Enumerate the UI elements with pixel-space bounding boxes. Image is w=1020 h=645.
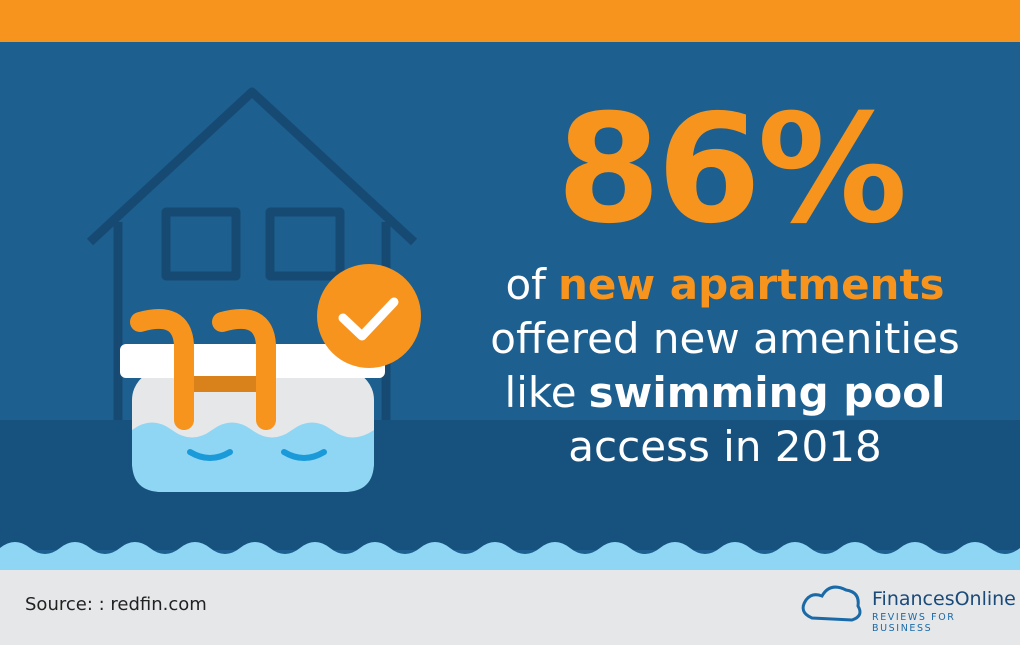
text-segment: access in 2018 [568,422,882,471]
text-segment: like [504,368,577,417]
text-line: like swimming pool [440,366,1010,420]
text-line: offered new amenities [440,312,1010,366]
pool [120,264,421,492]
text-segment: of [505,260,546,309]
logo-tagline: REVIEWS FOR BUSINESS [872,612,956,634]
top-bar [0,0,1020,42]
source: Source: : redfin.com [25,594,207,615]
logo-name: FinancesOnline [872,588,1016,610]
text-line: of new apartments [440,258,1010,312]
description: of new apartments offered new amenities lik… [440,258,1010,474]
text-segment: swimming pool [588,368,946,417]
waves [0,542,1020,572]
text-segment: new apartments [557,260,945,309]
text-line: access in 2018 [440,420,1010,474]
logo-icon [801,585,862,622]
footer [0,570,1020,645]
stat: 86% [556,83,907,257]
text-segment: offered new amenities [490,314,960,363]
